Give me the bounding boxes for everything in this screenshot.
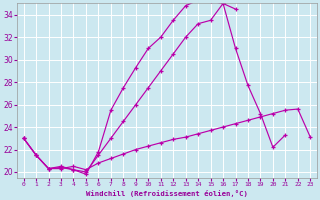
X-axis label: Windchill (Refroidissement éolien,°C): Windchill (Refroidissement éolien,°C) [86, 190, 248, 197]
